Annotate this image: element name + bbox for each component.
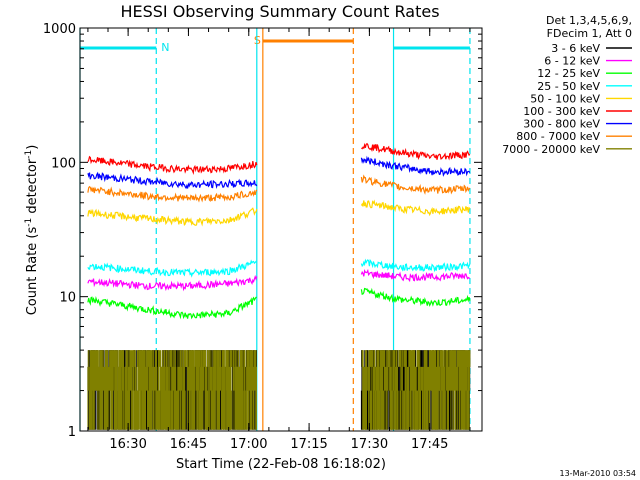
- x-axis-label: Start Time (22-Feb-08 16:18:02): [176, 457, 386, 472]
- series-line: [360, 287, 471, 307]
- x-tick-label: 17:15: [290, 437, 327, 452]
- series-line: [360, 174, 471, 195]
- x-tick-label: 16:45: [170, 437, 207, 452]
- chart-title: HESSI Observing Summary Count Rates: [120, 2, 439, 21]
- legend-entry-label: 25 - 50 keV: [537, 80, 600, 93]
- footer-timestamp: 13-Mar-2010 03:54: [560, 469, 637, 478]
- series-line: [360, 155, 471, 177]
- legend-entry-label: 100 - 300 keV: [523, 105, 600, 118]
- series-band: [361, 350, 471, 430]
- legend-entry-label: 6 - 12 keV: [544, 55, 600, 68]
- legend-entry-label: 3 - 6 keV: [551, 42, 600, 55]
- legend-entry-label: 7000 - 20000 keV: [502, 143, 600, 156]
- series-line: [360, 268, 471, 283]
- y-axis-ticks: 1 10 100 1000: [43, 22, 482, 440]
- x-tick-label: 17:00: [230, 437, 267, 452]
- plot-area: NS: [79, 28, 471, 431]
- series-line: [87, 155, 258, 175]
- legend-entry-label: 50 - 100 keV: [530, 92, 600, 105]
- y-tick-label: 10: [59, 291, 76, 306]
- x-tick-label: 16:30: [109, 437, 146, 452]
- series-line: [87, 274, 258, 292]
- series-line: [87, 259, 258, 278]
- legend-entry-label: 12 - 25 keV: [537, 67, 600, 80]
- series-line: [87, 295, 257, 320]
- x-tick-label: 17:45: [411, 437, 448, 452]
- legend: Det 1,3,4,5,6,9, FDecim 1, Att 0 3 - 6 k…: [502, 14, 632, 156]
- legend-header-line-1: Det 1,3,4,5,6,9,: [546, 14, 632, 27]
- legend-entry-label: 800 - 7000 keV: [516, 130, 600, 143]
- series-band: [87, 350, 257, 430]
- series-line: [360, 199, 471, 217]
- legend-header-line-2: FDecim 1, Att 0: [547, 27, 632, 40]
- x-axis-ticks: 16:30 16:45 17:00 17:15 17:30 17:45: [87, 28, 471, 452]
- y-axis-label: Count Rate (s-1 detector-1): [24, 145, 40, 316]
- series-line: [87, 207, 258, 227]
- y-tick-label: 1000: [43, 22, 76, 37]
- plot-frame: [79, 27, 483, 432]
- series-line: [87, 185, 258, 203]
- series-line: [87, 171, 258, 190]
- flag-label: N: [161, 41, 169, 54]
- y-tick-label: 100: [51, 156, 76, 171]
- series-line: [360, 258, 471, 273]
- legend-entry-label: 300 - 800 keV: [523, 118, 600, 131]
- series-line: [361, 142, 471, 161]
- y-tick-label: 1: [68, 425, 76, 440]
- x-tick-label: 17:30: [351, 437, 388, 452]
